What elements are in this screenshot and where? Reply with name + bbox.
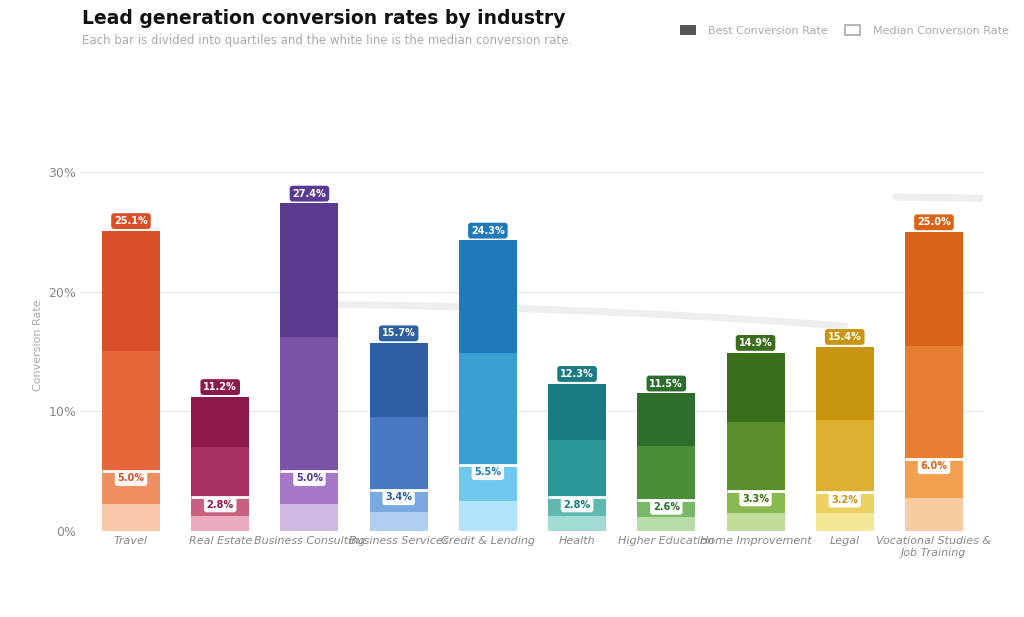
Y-axis label: Conversion Rate: Conversion Rate xyxy=(33,300,43,391)
Text: 24.3%: 24.3% xyxy=(471,226,505,236)
Bar xyxy=(905,346,963,459)
Bar xyxy=(727,353,784,422)
Bar xyxy=(191,497,249,516)
Text: 11.5%: 11.5% xyxy=(649,378,683,389)
Bar xyxy=(816,347,873,420)
Bar xyxy=(191,516,249,531)
Text: 15.7%: 15.7% xyxy=(382,328,416,338)
Bar xyxy=(637,516,695,531)
Text: Lead generation conversion rates by industry: Lead generation conversion rates by indu… xyxy=(82,9,565,28)
Bar xyxy=(191,397,249,447)
Text: 2.8%: 2.8% xyxy=(563,500,591,510)
Bar xyxy=(905,232,963,346)
Text: 11.2%: 11.2% xyxy=(204,382,238,392)
Bar xyxy=(459,465,517,501)
Bar xyxy=(370,343,428,416)
Bar xyxy=(459,353,517,465)
Bar xyxy=(102,503,160,531)
Bar xyxy=(370,416,428,490)
Bar xyxy=(370,490,428,512)
Text: 25.0%: 25.0% xyxy=(918,217,951,227)
Bar xyxy=(102,471,160,503)
Bar xyxy=(727,513,784,531)
Text: 5.5%: 5.5% xyxy=(474,467,502,478)
Text: 14.9%: 14.9% xyxy=(738,338,772,348)
Bar xyxy=(816,513,873,531)
Text: 3.3%: 3.3% xyxy=(742,494,769,503)
Text: 2.8%: 2.8% xyxy=(207,500,233,510)
Bar xyxy=(548,497,606,516)
Bar xyxy=(727,422,784,491)
Bar xyxy=(548,441,606,497)
Bar xyxy=(905,459,963,499)
Text: 27.4%: 27.4% xyxy=(293,189,327,199)
Bar xyxy=(548,516,606,531)
Legend:   Best Conversion Rate,   Median Conversion Rate: Best Conversion Rate, Median Conversion … xyxy=(676,21,1014,41)
Bar xyxy=(281,337,338,471)
Text: 6.0%: 6.0% xyxy=(921,462,947,471)
Bar xyxy=(102,351,160,471)
Bar xyxy=(816,492,873,513)
Text: 12.3%: 12.3% xyxy=(560,369,594,379)
Bar xyxy=(637,500,695,516)
Text: Each bar is divided into quartiles and the white line is the median conversion r: Each bar is divided into quartiles and t… xyxy=(82,34,572,47)
Bar xyxy=(637,393,695,447)
Bar xyxy=(816,420,873,492)
Text: 3.2%: 3.2% xyxy=(831,495,858,505)
Text: 5.0%: 5.0% xyxy=(296,473,323,483)
Bar xyxy=(459,501,517,531)
Bar xyxy=(102,231,160,351)
Bar xyxy=(459,241,517,353)
Bar xyxy=(905,499,963,531)
Text: 3.4%: 3.4% xyxy=(385,492,412,502)
Bar xyxy=(191,447,249,497)
Text: 2.6%: 2.6% xyxy=(653,502,680,512)
Bar xyxy=(281,503,338,531)
Bar xyxy=(637,447,695,500)
Bar xyxy=(548,384,606,441)
Bar xyxy=(281,204,338,337)
Text: 15.4%: 15.4% xyxy=(827,332,861,342)
Bar xyxy=(281,471,338,503)
Text: 5.0%: 5.0% xyxy=(118,473,144,483)
Bar xyxy=(370,512,428,531)
Bar xyxy=(727,491,784,513)
Text: 25.1%: 25.1% xyxy=(114,216,147,226)
